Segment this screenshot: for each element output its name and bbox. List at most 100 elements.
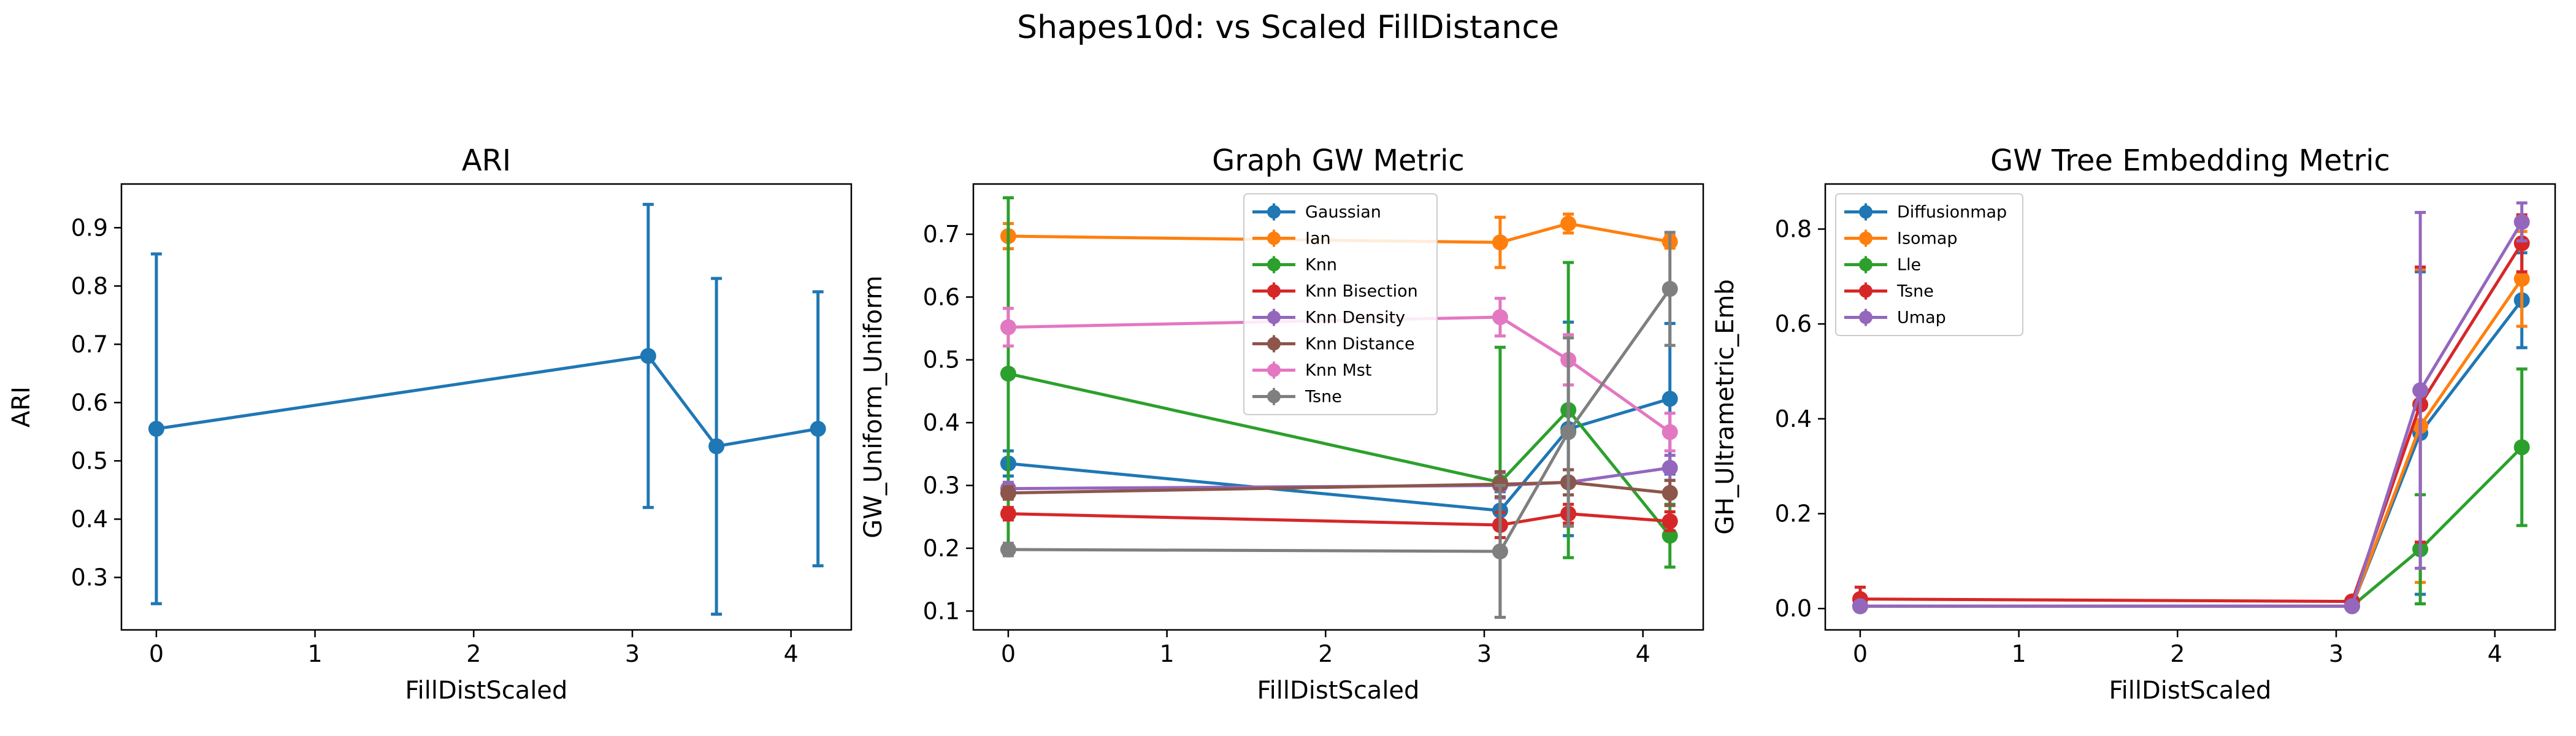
data-point <box>1000 505 1016 522</box>
legend-item-tsne: Tsne <box>1844 282 1934 301</box>
figure-title: Shapes10d: vs Scaled FillDistance <box>1017 9 1559 46</box>
series-line <box>1008 480 1670 495</box>
panel-graph-gw-metric: Graph GW Metric 0 1 2 3 4 0.1 0.2 0.3 0.4 0.5 0.6 0.… <box>859 144 1704 705</box>
data-point <box>1560 424 1577 440</box>
y-tick-label: 0.5 <box>923 347 960 374</box>
data-point <box>148 421 164 437</box>
x-tick-label: 4 <box>1636 640 1650 667</box>
data-point <box>1492 309 1508 326</box>
series-line <box>1860 299 2523 608</box>
legend-label: Knn Bisection <box>1305 282 1418 301</box>
legend-marker <box>1267 231 1281 245</box>
y-tick-label: 0.6 <box>71 389 108 416</box>
series-line <box>1008 512 1670 527</box>
plot-area <box>1852 201 2530 615</box>
y-tick-label: 0.7 <box>71 331 108 358</box>
y-tick-label: 0.8 <box>1775 215 1812 242</box>
x-tick-label: 0 <box>149 640 164 667</box>
legend-marker <box>1859 231 1873 245</box>
legend-marker <box>1859 310 1873 324</box>
x-tick-label: 4 <box>784 640 799 667</box>
legend-label: Knn Density <box>1305 309 1405 328</box>
legend: Diffusionmap Isomap Lle Tsne Umap <box>1835 193 2023 336</box>
legend-box <box>1835 193 2023 336</box>
y-tick-label: 0.1 <box>923 597 960 624</box>
y-tick-label: 0.4 <box>71 505 108 532</box>
legend-marker <box>1859 205 1873 219</box>
x-tick-label: 3 <box>2329 640 2344 667</box>
x-tick-label: 2 <box>2170 640 2185 667</box>
legend-marker <box>1267 389 1281 404</box>
x-tick-label: 1 <box>2012 640 2026 667</box>
legend-item-diffusionmap: Diffusionmap <box>1844 203 2007 222</box>
panel-title: GW Tree Embedding Metric <box>1990 144 2390 178</box>
x-tick-label: 1 <box>308 640 323 667</box>
data-point <box>1000 366 1016 382</box>
data-point <box>1560 215 1577 232</box>
axes-frame <box>1824 183 2556 631</box>
series-line <box>1008 372 1671 537</box>
legend-marker <box>1859 258 1873 272</box>
data-point <box>1000 541 1016 558</box>
series-umap <box>1852 201 2530 615</box>
legend-item-knn-bisection: Knn Bisection <box>1252 282 1418 301</box>
legend-item-knn-density: Knn Density <box>1252 309 1405 328</box>
x-tick-label: 3 <box>625 640 640 667</box>
data-point <box>1662 513 1678 529</box>
series-knn-bisection <box>1000 502 1678 539</box>
y-tick-label: 0.3 <box>71 564 108 591</box>
data-point <box>1492 234 1508 251</box>
x-tick-label: 2 <box>466 640 481 667</box>
data-point <box>2513 213 2530 230</box>
series-line <box>156 354 819 448</box>
data-point <box>1662 459 1678 476</box>
y-axis-label: GW_Uniform_Uniform <box>859 275 887 539</box>
data-point <box>1662 424 1678 440</box>
y-tick-label: 0.9 <box>71 214 108 241</box>
data-point <box>1662 485 1678 501</box>
legend-label: Knn Distance <box>1305 335 1415 354</box>
legend: Gaussian Ian Knn Knn Bisection Knn Density Kn… <box>1243 193 1438 415</box>
y-tick-label: 0.3 <box>923 472 960 499</box>
legend-marker <box>1859 284 1873 298</box>
y-axis-label: GH_Ultrametric_Emb <box>1711 279 1739 535</box>
legend-item-umap: Umap <box>1844 309 1946 328</box>
legend-marker <box>1267 205 1281 219</box>
legend-marker <box>1267 310 1281 324</box>
data-point <box>1000 319 1016 335</box>
legend-marker <box>1267 258 1281 272</box>
data-point <box>2344 598 2360 615</box>
panel-title: ARI <box>462 144 511 178</box>
x-axis-label: FillDistScaled <box>1257 677 1420 705</box>
x-axis-label: FillDistScaled <box>2109 677 2272 705</box>
legend-label: Isomap <box>1897 229 1958 248</box>
legend-item-tsne: Tsne <box>1252 388 1342 407</box>
data-point <box>2513 235 2530 251</box>
legend-box <box>1243 193 1438 415</box>
y-tick-label: 0.0 <box>1775 595 1812 622</box>
data-point <box>708 438 725 454</box>
legend-item-knn: Knn <box>1252 256 1337 275</box>
x-tick-label: 0 <box>1853 640 1868 667</box>
legend-item-knn-mst: Knn Mst <box>1252 361 1371 380</box>
legend-label: Gaussian <box>1305 203 1381 222</box>
axes-frame <box>972 183 1704 631</box>
legend-label: Diffusionmap <box>1897 203 2007 222</box>
y-tick-label: 0.4 <box>923 409 960 436</box>
axes-frame <box>120 183 853 631</box>
legend-item-gaussian: Gaussian <box>1252 203 1381 222</box>
panel-title: Graph GW Metric <box>1212 144 1465 178</box>
data-point <box>810 421 826 437</box>
legend-label: Tsne <box>1896 282 1934 301</box>
legend-item-ian: Ian <box>1252 229 1331 248</box>
legend-label: Tsne <box>1305 388 1342 407</box>
series-tsne <box>1000 231 1678 619</box>
legend-item-isomap: Isomap <box>1844 229 1958 248</box>
series-line <box>1008 288 1671 553</box>
x-tick-label: 1 <box>1160 640 1175 667</box>
x-tick-label: 0 <box>1001 640 1016 667</box>
y-axis-label: ARI <box>7 386 36 427</box>
data-point <box>2513 439 2530 456</box>
data-point <box>1662 391 1678 407</box>
